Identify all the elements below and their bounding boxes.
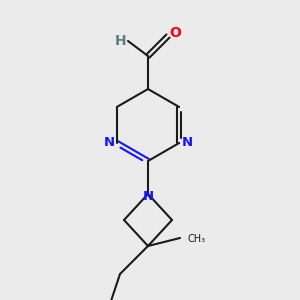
Text: CH₃: CH₃ (188, 234, 206, 244)
Text: O: O (169, 26, 181, 40)
Text: N: N (142, 190, 154, 202)
Text: H: H (115, 34, 127, 48)
Text: N: N (182, 136, 193, 149)
Text: N: N (103, 136, 114, 149)
